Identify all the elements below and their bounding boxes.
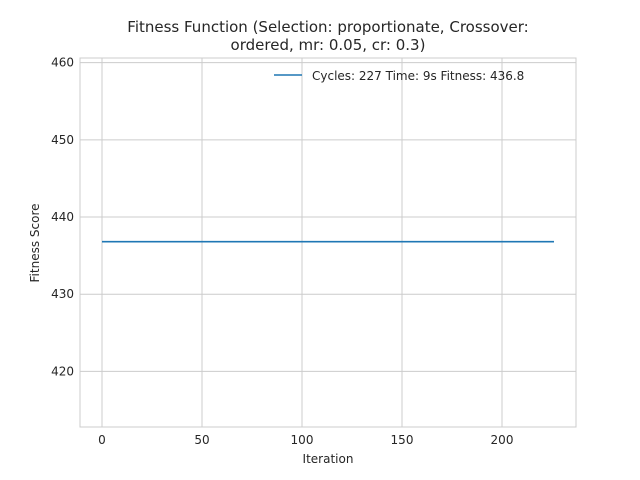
x-tick-label: 0 [98, 433, 106, 447]
x-tick-label: 50 [194, 433, 209, 447]
chart-title-line-2: ordered, mr: 0.05, cr: 0.3) [231, 36, 426, 54]
y-axis-label: Fitness Score [28, 204, 42, 283]
y-tick-label: 460 [51, 56, 74, 70]
y-tick-label: 430 [51, 287, 74, 301]
y-tick-label: 450 [51, 133, 74, 147]
x-tick-label: 100 [291, 433, 314, 447]
x-tick-label: 200 [491, 433, 514, 447]
plot-frame [79, 57, 577, 428]
y-tick-label: 420 [51, 364, 74, 378]
legend: Cycles: 227 Time: 9s Fitness: 436.8 [274, 69, 524, 83]
y-tick-label: 440 [51, 210, 74, 224]
x-tick-labels: 0 50 100 150 200 [98, 433, 513, 447]
x-axis-label: Iteration [303, 452, 354, 466]
chart-title-line-1: Fitness Function (Selection: proportiona… [127, 18, 528, 36]
y-tick-labels: 420 430 440 450 460 [51, 56, 74, 379]
x-tick-label: 150 [391, 433, 414, 447]
legend-label: Cycles: 227 Time: 9s Fitness: 436.8 [312, 69, 524, 83]
